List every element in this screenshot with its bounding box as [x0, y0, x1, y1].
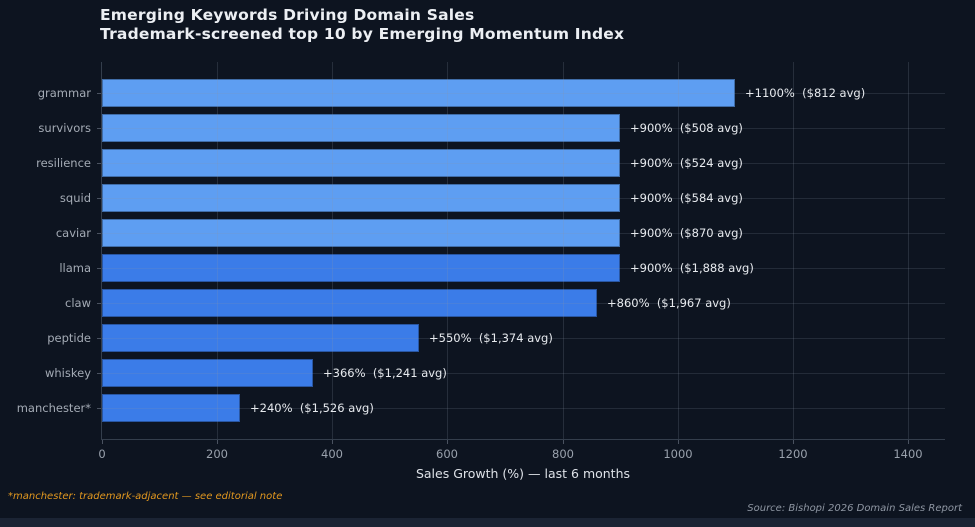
category-label-grammar: grammar: [37, 86, 91, 100]
x-tick-mark: [217, 440, 218, 444]
bar-value-label: +900% ($524 avg): [630, 156, 743, 170]
category-label-manchester: manchester*: [16, 401, 91, 415]
bar-value-label: +900% ($870 avg): [630, 226, 743, 240]
x-tick-mark: [908, 440, 909, 444]
gridline-x-1400: [908, 62, 909, 439]
category-label-peptide: peptide: [47, 331, 91, 345]
gridline-x-600: [447, 62, 448, 439]
source-attribution: Source: Bishopi 2026 Domain Sales Report: [747, 503, 962, 514]
chart-title-line1: Emerging Keywords Driving Domain Sales: [100, 6, 475, 24]
bar-caviar: [102, 219, 620, 247]
bar-value-label: +550% ($1,374 avg): [429, 331, 553, 345]
gridline-y-squid: [102, 198, 945, 199]
y-tick-mark: [97, 268, 101, 269]
x-tick-label-200: 200: [206, 447, 228, 461]
category-label-llama: llama: [59, 261, 91, 275]
y-tick-mark: [97, 338, 101, 339]
x-tick-mark: [793, 440, 794, 444]
chart-title-line2: Trademark-screened top 10 by Emerging Mo…: [100, 25, 625, 43]
x-axis-label: Sales Growth (%) — last 6 months: [415, 466, 631, 481]
y-tick-mark: [97, 303, 101, 304]
bar-value-label: +240% ($1,526 avg): [250, 401, 374, 415]
gridline-y-peptide: [102, 338, 945, 339]
x-tick-label-1000: 1000: [663, 447, 693, 461]
gridline-y-manchester: [102, 408, 945, 409]
x-tick-label-0: 0: [98, 447, 106, 461]
gridline-y-caviar: [102, 233, 945, 234]
gridline-y-resilience: [102, 163, 945, 164]
gridline-y-whiskey: [102, 373, 945, 374]
bar-peptide: [102, 324, 419, 352]
bar-value-label: +1100% ($812 avg): [745, 86, 866, 100]
bar-value-label: +900% ($1,888 avg): [630, 261, 754, 275]
gridline-y-survivors: [102, 128, 945, 129]
bar-resilience: [102, 149, 620, 177]
window-edge-strip: [0, 518, 975, 527]
category-label-caviar: caviar: [55, 226, 91, 240]
chart-title: Emerging Keywords Driving Domain Sales T…: [100, 6, 624, 44]
category-label-resilience: resilience: [36, 156, 91, 170]
gridline-x-1000: [678, 62, 679, 439]
category-label-claw: claw: [65, 296, 91, 310]
gridline-y-llama: [102, 268, 945, 269]
y-tick-mark: [97, 233, 101, 234]
x-tick-label-1200: 1200: [778, 447, 808, 461]
x-tick-mark: [332, 440, 333, 444]
bar-manchester: [102, 394, 240, 422]
x-tick-mark: [102, 440, 103, 444]
x-tick-label-600: 600: [436, 447, 458, 461]
plot-area: +1100% ($812 avg) grammar +900% ($508 avg)…: [17, 62, 945, 461]
bar-value-label: +900% ($584 avg): [630, 191, 743, 205]
gridline-y-claw: [102, 303, 945, 304]
x-tick-label-400: 400: [321, 447, 343, 461]
gridline-x-400: [332, 62, 333, 439]
gridline-x-800: [563, 62, 564, 439]
category-label-survivors: survivors: [38, 121, 91, 135]
bar-llama: [102, 254, 620, 282]
bar-value-label: +860% ($1,967 avg): [607, 296, 731, 310]
category-label-whiskey: whiskey: [44, 366, 91, 380]
y-tick-mark: [97, 93, 101, 94]
bar-claw: [102, 289, 597, 317]
gridline-x-1200: [793, 62, 794, 439]
x-tick-mark: [678, 440, 679, 444]
category-label-squid: squid: [59, 191, 91, 205]
bar-value-label: +900% ($508 avg): [630, 121, 743, 135]
gridline-x-200: [217, 62, 218, 439]
bar-survivors: [102, 114, 620, 142]
x-tick-label-1400: 1400: [893, 447, 923, 461]
x-tick-mark: [563, 440, 564, 444]
bar-value-label: +366% ($1,241 avg): [323, 366, 447, 380]
y-tick-mark: [97, 198, 101, 199]
bar-grammar: [102, 79, 735, 107]
y-tick-mark: [97, 163, 101, 164]
footnote-trademark-note: *manchester: trademark-adjacent — see ed…: [8, 491, 283, 502]
x-tick-mark: [447, 440, 448, 444]
bar-squid: [102, 184, 620, 212]
x-tick-label-800: 800: [552, 447, 574, 461]
y-tick-mark: [97, 128, 101, 129]
y-tick-mark: [97, 408, 101, 409]
y-tick-mark: [97, 373, 101, 374]
bar-whiskey: [102, 359, 313, 387]
gridline-y-grammar: [102, 93, 945, 94]
